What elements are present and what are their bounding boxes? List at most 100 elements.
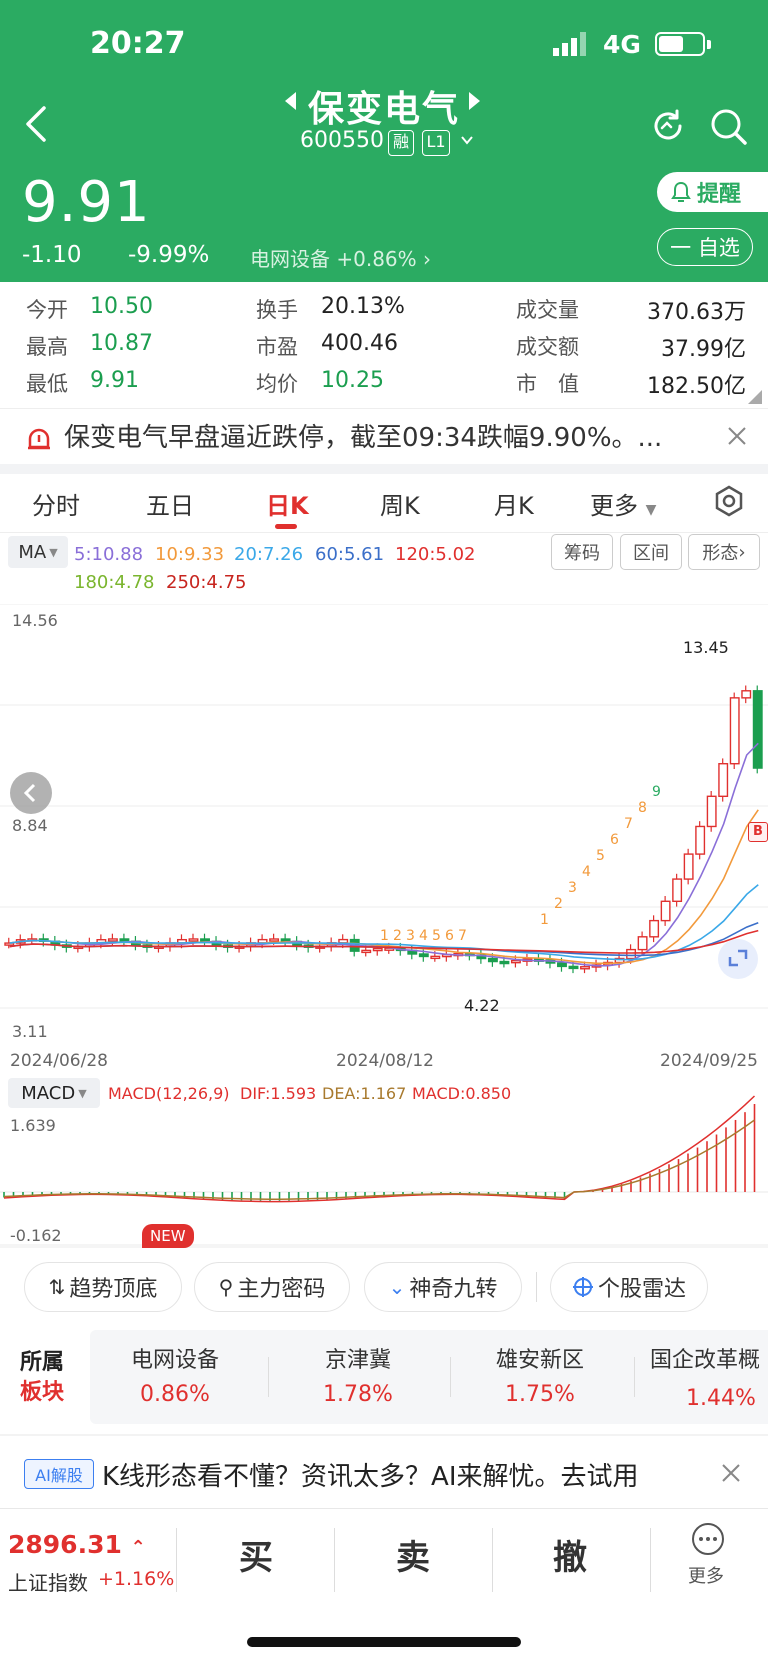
scroll-left-button[interactable] <box>10 772 52 814</box>
ma-selector-label: MA <box>18 541 47 563</box>
sector-title-line1: 所属 <box>20 1350 65 1375</box>
sequence-label: 9 <box>652 784 661 800</box>
sequence-label: 4 <box>582 864 591 880</box>
expand-corner-icon[interactable] <box>748 390 762 404</box>
candle-body <box>119 938 130 943</box>
tab-weekly-k[interactable]: 周K <box>380 492 420 520</box>
battery-icon <box>655 32 705 56</box>
chevron-down-icon: ⌄ <box>388 1275 406 1299</box>
y-axis-bottom: 3.11 <box>12 1022 48 1041</box>
open-value: 10.50 <box>90 294 153 319</box>
amount-value: 37.99亿 <box>661 337 746 362</box>
sequence-label: 8 <box>638 800 647 816</box>
ma20-value: 20:7.26 <box>234 544 304 565</box>
index-name: 上证指数 <box>8 1571 88 1595</box>
close-icon[interactable] <box>726 425 748 447</box>
ma-selector[interactable]: MA ▼ <box>8 536 68 568</box>
header: 20:27 4G 保变电气 600550 融 L1 9.91 -1.10 <box>0 0 768 282</box>
candle-body <box>660 900 671 922</box>
divider <box>650 1528 651 1592</box>
tab-monthly-k[interactable]: 月K <box>494 492 534 520</box>
magic-nine-button[interactable]: ⌄ 神奇九转 <box>364 1262 522 1312</box>
sector-list <box>90 1330 768 1424</box>
candle-body <box>580 966 590 970</box>
macd-dif: DIF:1.593 <box>240 1084 317 1103</box>
macd-dea: DEA:1.167 <box>322 1084 407 1103</box>
candle-body <box>568 965 579 970</box>
sequence-label: 1 <box>380 928 389 944</box>
separator <box>0 1434 768 1436</box>
index-value[interactable]: 2896.31 ⌃ <box>8 1530 146 1559</box>
new-badge: NEW <box>142 1224 194 1248</box>
tab-intraday[interactable]: 分时 <box>32 492 80 520</box>
sector-item-4[interactable]: 国企改革概 1.44% <box>650 1342 768 1411</box>
fullscreen-button[interactable] <box>718 939 758 979</box>
tab-divider <box>0 532 768 533</box>
refresh-icon[interactable] <box>648 106 688 146</box>
avg-label: 均价 <box>256 372 298 396</box>
candle-body <box>729 697 740 765</box>
tab-more[interactable]: 更多 ▼ <box>590 486 656 521</box>
next-stock-icon[interactable] <box>469 92 480 110</box>
ai-promo-text[interactable]: K线形态看不懂？资讯太多？AI来解忧。去试用 <box>102 1462 639 1492</box>
sector-divider <box>268 1357 269 1397</box>
ai-badge: AI解股 <box>24 1459 94 1489</box>
active-tab-indicator <box>275 524 297 529</box>
candle-body <box>649 919 660 938</box>
candle-body <box>188 938 199 942</box>
sector-value-1: 0.86% <box>140 1382 210 1407</box>
cancel-order-button[interactable]: 撤 <box>553 1538 587 1578</box>
pattern-button[interactable]: 形态 › <box>688 534 760 570</box>
sector-name-2[interactable]: 京津冀 <box>324 1348 391 1373</box>
x-axis-mid: 2024/08/12 <box>336 1051 434 1071</box>
settings-icon[interactable] <box>712 484 746 518</box>
buy-marker: B <box>748 822 768 842</box>
chevron-right-icon: › <box>423 247 432 271</box>
news-banner[interactable]: 保变电气早盘逼近跌停，截至09:34跌幅9.90%。... <box>0 408 768 464</box>
sector-divider <box>450 1357 451 1397</box>
sell-button[interactable]: 卖 <box>396 1538 430 1578</box>
buy-button[interactable]: 买 <box>239 1538 273 1578</box>
macd-selector-label: MACD <box>21 1082 76 1104</box>
prev-stock-icon[interactable] <box>285 92 296 110</box>
remind-label: 提醒 <box>697 182 742 207</box>
sequence-label: 6 <box>610 832 619 848</box>
volume-value: 370.63万 <box>647 300 746 325</box>
candle-body <box>499 960 510 965</box>
index-change: +1.16% <box>98 1568 175 1590</box>
low-annotation: 4.22 <box>464 996 500 1015</box>
main-force-code-button[interactable]: ⚲ 主力密码 <box>194 1262 350 1312</box>
sector-link[interactable]: 电网设备 +0.86% › <box>250 243 431 272</box>
stock-radar-button[interactable]: 个股雷达 <box>550 1262 708 1312</box>
sequence-label: 6 <box>445 928 454 944</box>
sector-value-4: 1.44% <box>686 1386 756 1411</box>
more-label: 更多 <box>688 1566 724 1587</box>
ma-line <box>9 884 759 961</box>
macd-selector[interactable]: MACD ▼ <box>8 1078 100 1108</box>
macd-value: MACD:0.850 <box>412 1084 512 1103</box>
watchlist-button[interactable]: 一 自选 <box>657 228 753 266</box>
candle-body <box>752 690 763 769</box>
tab-daily-k[interactable]: 日K <box>266 492 309 520</box>
range-button[interactable]: 区间 <box>620 534 682 570</box>
sequence-label: 7 <box>458 928 467 944</box>
sector-name-1[interactable]: 电网设备 <box>130 1348 219 1373</box>
macd-params: MACD(12,26,9) <box>108 1084 230 1103</box>
close-icon[interactable] <box>720 1462 742 1484</box>
ma250-value: 250:4.75 <box>166 572 247 593</box>
tab-five-day[interactable]: 五日 <box>146 492 194 520</box>
chevron-down-icon[interactable] <box>459 132 475 148</box>
divider <box>176 1528 177 1592</box>
divider <box>492 1528 493 1592</box>
remind-button[interactable]: 提醒 <box>657 172 768 212</box>
more-icon[interactable] <box>691 1522 725 1556</box>
search-icon[interactable] <box>708 106 748 146</box>
back-arrow-icon[interactable] <box>22 104 50 144</box>
sector-name-3[interactable]: 雄安新区 <box>495 1348 584 1373</box>
signal-icon <box>553 32 586 56</box>
network-type: 4G <box>603 30 641 59</box>
chip-button[interactable]: 筹码 <box>551 534 613 570</box>
trend-top-bottom-button[interactable]: ⇅ 趋势顶底 <box>24 1262 182 1312</box>
separator <box>0 464 768 474</box>
